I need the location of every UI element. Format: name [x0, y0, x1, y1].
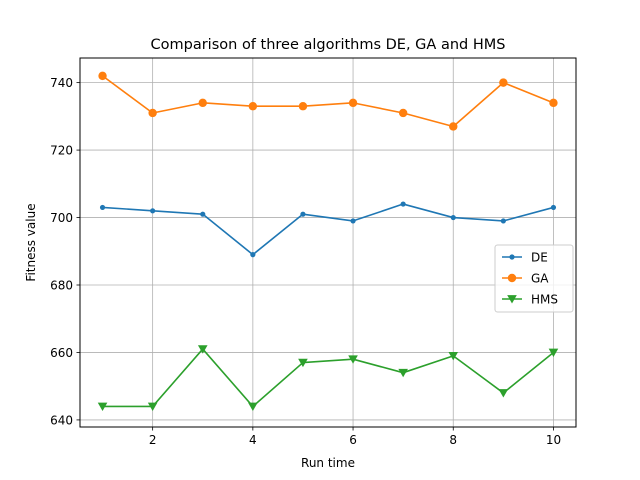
y-tick-label: 680 — [50, 278, 73, 292]
data-point-ga — [499, 78, 508, 87]
legend-label: GA — [531, 272, 549, 286]
y-axis-label: Fitness value — [24, 203, 38, 281]
plot-frame — [79, 57, 577, 428]
series-line-ga — [102, 75, 554, 128]
data-point-de — [400, 201, 406, 207]
legend-label: DE — [531, 251, 548, 265]
data-point-ga — [148, 108, 157, 118]
data-point-de — [550, 204, 557, 211]
chart-title: Comparison of three algorithms DE, GA an… — [151, 37, 506, 53]
data-point-ga — [298, 102, 308, 111]
data-point-de — [99, 204, 106, 211]
x-axis-label: Run time — [301, 456, 355, 470]
y-tick-label: 700 — [50, 211, 73, 225]
data-point-ga — [248, 102, 258, 111]
data-point-de — [350, 218, 356, 224]
legend-item-ga: GA — [502, 272, 549, 286]
data-point-hms — [448, 351, 459, 361]
y-axis: 640 660 680 700 720 740 — [50, 76, 80, 427]
data-point-hms — [498, 389, 509, 398]
x-tick-label: 10 — [546, 433, 561, 447]
data-point-ga — [198, 98, 207, 108]
legend-item-de: DE — [502, 251, 548, 265]
data-point-de — [250, 252, 256, 258]
x-tick-label: 8 — [449, 433, 457, 447]
data-point-ga — [398, 108, 408, 118]
data-point-ga — [348, 98, 358, 108]
legend-marker — [509, 254, 515, 260]
series-line-hms — [102, 348, 554, 408]
x-tick-label: 6 — [349, 433, 357, 447]
legend-item-hms: HMS — [502, 293, 558, 307]
data-point-hms — [398, 368, 408, 378]
data-point-ga — [98, 71, 107, 81]
data-point-de — [300, 211, 306, 217]
data-point-hms — [348, 355, 358, 364]
data-point-de — [500, 218, 506, 224]
data-point-ga — [549, 98, 558, 108]
data-point-hms — [298, 358, 308, 368]
x-axis: 2 4 6 8 10 — [149, 427, 561, 447]
data-point-hms — [197, 345, 208, 354]
legend-marker — [507, 273, 517, 283]
legend-label: HMS — [531, 293, 558, 307]
data-point-de — [200, 211, 206, 217]
data-point-hms — [147, 402, 158, 411]
legend-marker — [507, 295, 517, 304]
data-point-hms — [97, 402, 108, 411]
series-line-de — [102, 203, 554, 256]
data-point-de — [450, 214, 456, 221]
x-tick-label: 2 — [149, 433, 157, 447]
y-tick-label: 740 — [50, 76, 73, 90]
series-ga — [98, 71, 558, 131]
series-de — [99, 201, 557, 258]
x-tick-label: 4 — [249, 433, 257, 447]
data-point-hms — [548, 348, 559, 358]
y-tick-label: 660 — [50, 346, 73, 360]
legend: DE GA HMS — [494, 244, 574, 313]
series-lines — [97, 71, 559, 411]
data-point-de — [150, 208, 156, 214]
series-hms — [97, 345, 559, 411]
y-tick-label: 720 — [50, 144, 73, 158]
data-point-hms — [248, 402, 258, 411]
y-tick-label: 640 — [50, 413, 73, 427]
data-point-ga — [449, 122, 458, 131]
